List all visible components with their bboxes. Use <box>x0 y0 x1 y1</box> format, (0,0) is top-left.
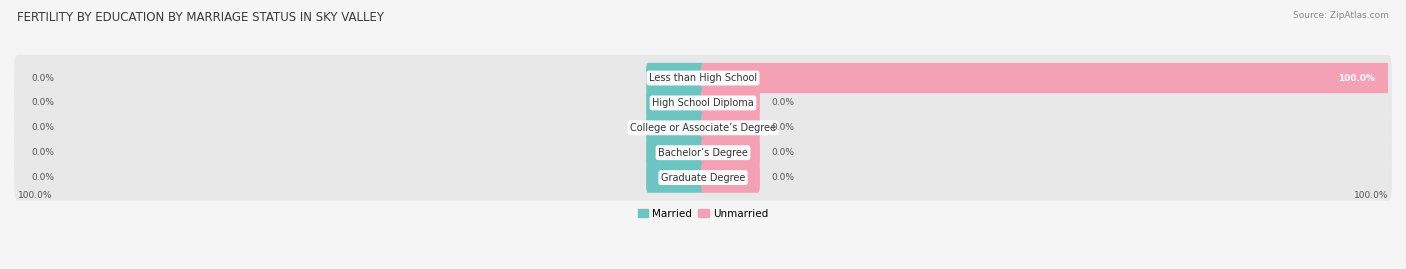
FancyBboxPatch shape <box>647 63 704 93</box>
FancyBboxPatch shape <box>647 113 704 143</box>
Text: Source: ZipAtlas.com: Source: ZipAtlas.com <box>1294 11 1389 20</box>
Text: Graduate Degree: Graduate Degree <box>661 173 745 183</box>
Text: 0.0%: 0.0% <box>772 148 794 157</box>
Text: 100.0%: 100.0% <box>1354 191 1388 200</box>
Text: 0.0%: 0.0% <box>31 148 55 157</box>
FancyBboxPatch shape <box>702 162 759 193</box>
FancyBboxPatch shape <box>14 80 1392 126</box>
FancyBboxPatch shape <box>702 137 759 168</box>
FancyBboxPatch shape <box>702 113 759 143</box>
FancyBboxPatch shape <box>647 88 704 118</box>
Text: Less than High School: Less than High School <box>650 73 756 83</box>
Text: 0.0%: 0.0% <box>31 73 55 83</box>
FancyBboxPatch shape <box>14 154 1392 201</box>
Text: Bachelor’s Degree: Bachelor’s Degree <box>658 148 748 158</box>
Text: 0.0%: 0.0% <box>31 123 55 132</box>
Text: 0.0%: 0.0% <box>772 123 794 132</box>
FancyBboxPatch shape <box>14 105 1392 151</box>
Text: 100.0%: 100.0% <box>1337 73 1375 83</box>
FancyBboxPatch shape <box>647 137 704 168</box>
Text: 0.0%: 0.0% <box>31 98 55 107</box>
Text: College or Associate’s Degree: College or Associate’s Degree <box>630 123 776 133</box>
Text: 0.0%: 0.0% <box>772 98 794 107</box>
Text: FERTILITY BY EDUCATION BY MARRIAGE STATUS IN SKY VALLEY: FERTILITY BY EDUCATION BY MARRIAGE STATU… <box>17 11 384 24</box>
Text: High School Diploma: High School Diploma <box>652 98 754 108</box>
FancyBboxPatch shape <box>14 130 1392 176</box>
Legend: Married, Unmarried: Married, Unmarried <box>634 204 772 223</box>
FancyBboxPatch shape <box>647 162 704 193</box>
Text: 0.0%: 0.0% <box>772 173 794 182</box>
Text: 100.0%: 100.0% <box>18 191 52 200</box>
FancyBboxPatch shape <box>702 63 1391 93</box>
FancyBboxPatch shape <box>702 88 759 118</box>
FancyBboxPatch shape <box>14 55 1392 101</box>
Text: 0.0%: 0.0% <box>31 173 55 182</box>
